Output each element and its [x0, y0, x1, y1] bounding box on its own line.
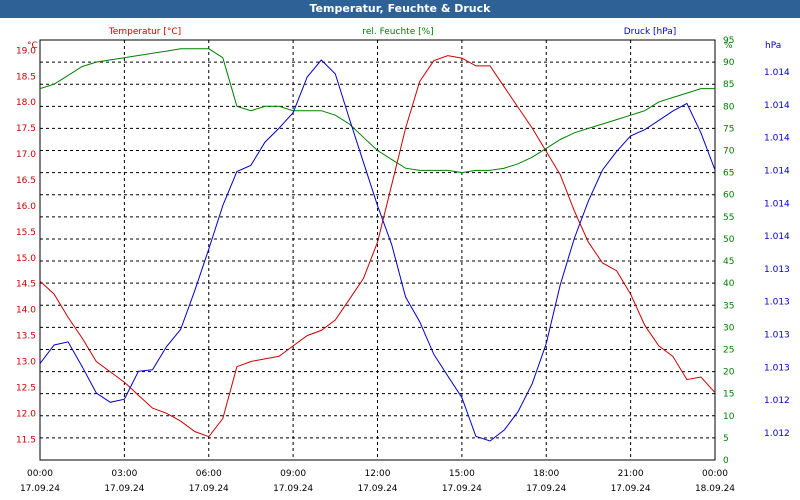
temperature-tick-label: 15.5	[16, 228, 36, 238]
humidity-tick-label: 15	[723, 390, 734, 400]
pressure-tick-label: 1.013	[764, 331, 790, 341]
x-tick-time-label: 09:00	[280, 469, 306, 479]
humidity-tick-label: 30	[723, 323, 735, 333]
humidity-tick-label: 0	[723, 456, 729, 466]
x-tick-time-label: 03:00	[111, 469, 137, 479]
x-tick-date-label: 17.09.24	[526, 484, 566, 494]
temperature-tick-label: 16.0	[16, 202, 36, 212]
temperature-tick-label: 17.0	[16, 150, 36, 160]
temperature-tick-label: 13.5	[16, 332, 36, 342]
pressure-tick-label: 1.014	[764, 68, 790, 78]
humidity-tick-label: 55	[723, 213, 734, 223]
humidity-tick-label: 5	[723, 434, 729, 444]
humidity-tick-label: 50	[723, 235, 735, 245]
temperature-tick-label: 12.5	[16, 383, 36, 393]
humidity-tick-label: 20	[723, 368, 735, 378]
temperature-tick-label: 16.5	[16, 176, 36, 186]
temperature-tick-label: 17.5	[16, 124, 36, 134]
temperature-tick-label: 19.0	[16, 46, 36, 56]
x-tick-time-label: 00:00	[27, 469, 53, 479]
temperature-tick-label: 12.0	[16, 409, 36, 419]
x-tick-date-label: 17.09.24	[20, 484, 60, 494]
pressure-tick-label: 1.012	[764, 429, 790, 439]
x-tick-date-label: 18.09.24	[695, 484, 735, 494]
temperature-tick-label: 15.0	[16, 254, 36, 264]
temperature-tick-label: 11.5	[16, 435, 36, 445]
humidity-axis-label: rel. Feuchte [%]	[362, 27, 433, 37]
x-tick-time-label: 15:00	[449, 469, 475, 479]
temperature-axis-label: Temperatur [°C]	[108, 27, 181, 37]
humidity-tick-label: 95	[723, 36, 734, 46]
x-tick-time-label: 12:00	[365, 469, 391, 479]
plot-border	[39, 39, 716, 461]
tick-labels: 00:00 17.09.24 03:00 17.09.24 06:00 17.09.24 0…	[16, 36, 790, 494]
plot-area	[39, 48, 716, 442]
pressure-tick-label: 1.014	[764, 101, 790, 111]
humidity-tick-label: 65	[723, 169, 734, 179]
humidity-tick-label: 60	[723, 191, 735, 201]
x-tick-date-label: 17.09.24	[273, 484, 313, 494]
x-tick-date-label: 17.09.24	[189, 484, 229, 494]
temperature-unit-label: °C	[27, 41, 38, 51]
pressure-tick-label: 1.013	[764, 265, 790, 275]
x-tick-time-label: 18:00	[533, 469, 559, 479]
pressure-unit-label: hPa	[765, 41, 781, 51]
pressure-tick-label: 1.014	[764, 199, 790, 209]
humidity-tick-label: 70	[723, 147, 735, 157]
pressure-tick-label: 1.013	[764, 363, 790, 373]
humidity-tick-label: 85	[723, 80, 734, 90]
humidity-tick-label: 80	[723, 102, 735, 112]
x-tick-time-label: 00:00	[702, 469, 728, 479]
humidity-line	[39, 48, 715, 174]
grid-lines	[39, 39, 716, 461]
humidity-tick-label: 40	[723, 279, 735, 289]
humidity-tick-label: 45	[723, 257, 734, 267]
humidity-tick-label: 35	[723, 301, 734, 311]
x-tick-date-label: 17.09.24	[442, 484, 482, 494]
humidity-tick-label: 90	[723, 58, 735, 68]
pressure-tick-label: 1.012	[764, 396, 790, 406]
pressure-tick-label: 1.014	[764, 166, 790, 176]
humidity-unit-label: %	[724, 41, 733, 51]
x-tick-time-label: 06:00	[196, 469, 222, 479]
humidity-tick-label: 75	[723, 124, 734, 134]
temperature-tick-label: 13.0	[16, 357, 36, 367]
temperature-tick-label: 18.0	[16, 98, 36, 108]
humidity-tick-label: 10	[723, 412, 735, 422]
x-tick-date-label: 17.09.24	[104, 484, 144, 494]
window-title: Temperatur, Feuchte & Druck	[0, 0, 800, 18]
x-tick-time-label: 21:00	[618, 469, 644, 479]
temperature-tick-label: 14.0	[16, 306, 36, 316]
temperature-line	[39, 55, 716, 438]
pressure-line	[39, 59, 716, 442]
pressure-tick-label: 1.014	[764, 134, 790, 144]
pressure-tick-label: 1.014	[764, 232, 790, 242]
x-tick-date-label: 17.09.24	[611, 484, 651, 494]
humidity-tick-label: 25	[723, 345, 734, 355]
temperature-tick-label: 14.5	[16, 280, 36, 290]
pressure-axis-label: Druck [hPa]	[624, 27, 677, 37]
x-tick-date-label: 17.09.24	[357, 484, 397, 494]
temperature-tick-label: 18.5	[16, 72, 36, 82]
pressure-tick-label: 1.013	[764, 298, 790, 308]
